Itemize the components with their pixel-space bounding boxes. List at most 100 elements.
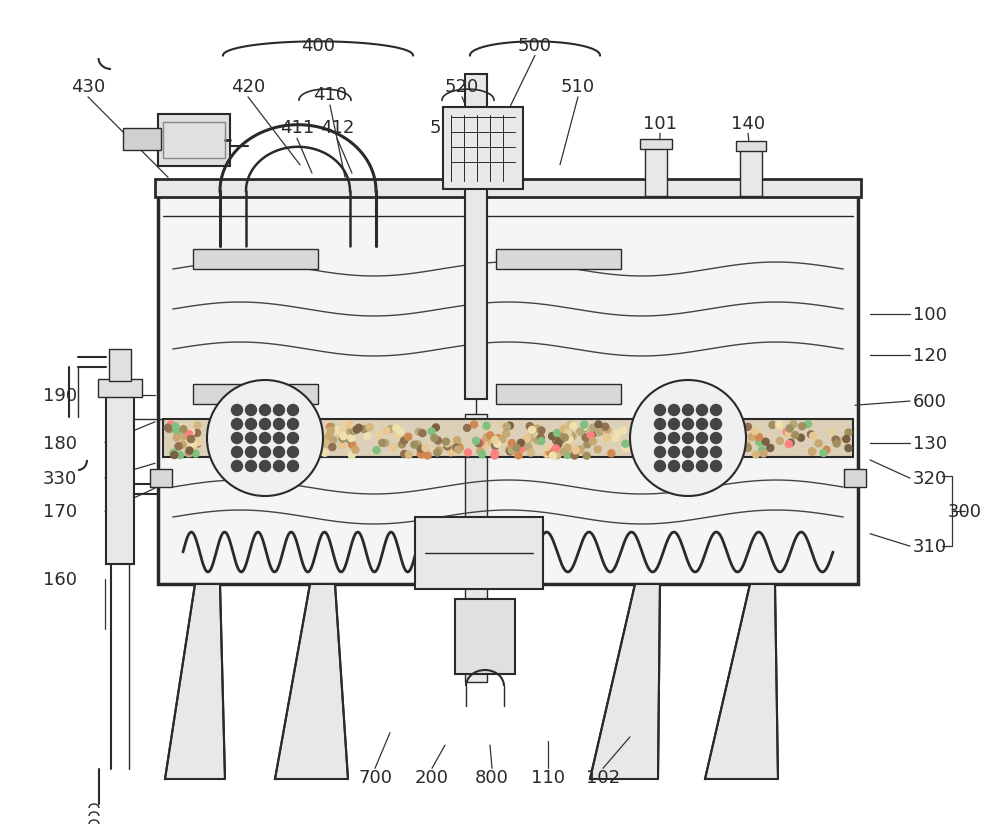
Circle shape xyxy=(571,450,578,457)
Bar xyxy=(640,140,672,150)
Circle shape xyxy=(659,452,666,460)
Circle shape xyxy=(695,426,702,432)
Circle shape xyxy=(751,428,758,435)
Circle shape xyxy=(564,431,571,437)
Circle shape xyxy=(503,431,510,438)
Circle shape xyxy=(329,444,336,451)
Circle shape xyxy=(491,452,498,460)
Circle shape xyxy=(483,423,490,430)
Circle shape xyxy=(327,424,334,431)
Circle shape xyxy=(604,426,611,434)
Circle shape xyxy=(190,444,197,450)
Circle shape xyxy=(639,433,646,440)
Circle shape xyxy=(221,422,228,430)
Circle shape xyxy=(453,445,460,451)
Circle shape xyxy=(546,449,553,456)
Circle shape xyxy=(577,446,584,454)
Polygon shape xyxy=(590,585,660,779)
Circle shape xyxy=(266,437,273,445)
Circle shape xyxy=(630,381,746,497)
Circle shape xyxy=(799,423,806,431)
Circle shape xyxy=(679,440,686,448)
Circle shape xyxy=(783,429,790,436)
Text: 522: 522 xyxy=(430,119,464,137)
Bar xyxy=(496,384,621,405)
Circle shape xyxy=(569,433,576,440)
Circle shape xyxy=(417,451,424,458)
Circle shape xyxy=(602,424,609,431)
Circle shape xyxy=(568,424,575,431)
Circle shape xyxy=(274,461,285,472)
Circle shape xyxy=(508,440,515,447)
Circle shape xyxy=(443,439,450,445)
Circle shape xyxy=(710,419,722,430)
Circle shape xyxy=(435,447,442,454)
Circle shape xyxy=(710,405,722,416)
Circle shape xyxy=(173,428,180,436)
Circle shape xyxy=(759,446,766,454)
Circle shape xyxy=(424,452,431,460)
Circle shape xyxy=(232,405,243,416)
Text: 420: 420 xyxy=(231,78,265,96)
Bar xyxy=(455,599,515,674)
Circle shape xyxy=(216,452,223,460)
Circle shape xyxy=(552,445,559,452)
Circle shape xyxy=(810,433,817,440)
Circle shape xyxy=(488,439,495,446)
Circle shape xyxy=(682,419,694,430)
Bar xyxy=(158,195,858,585)
Circle shape xyxy=(346,421,353,429)
Circle shape xyxy=(239,436,246,444)
Circle shape xyxy=(173,435,180,441)
Circle shape xyxy=(635,422,642,429)
Circle shape xyxy=(361,426,368,433)
Circle shape xyxy=(790,421,797,428)
Circle shape xyxy=(619,427,626,435)
Circle shape xyxy=(567,443,574,450)
Circle shape xyxy=(382,440,389,447)
Circle shape xyxy=(383,428,390,435)
Circle shape xyxy=(257,432,264,439)
Circle shape xyxy=(373,447,380,454)
Circle shape xyxy=(724,441,731,448)
Circle shape xyxy=(379,440,386,447)
Circle shape xyxy=(506,446,513,454)
Circle shape xyxy=(186,450,193,457)
Circle shape xyxy=(649,447,656,454)
Circle shape xyxy=(227,440,234,446)
Circle shape xyxy=(455,443,462,450)
Circle shape xyxy=(494,440,501,448)
Bar xyxy=(465,75,487,400)
Bar xyxy=(163,123,225,159)
Circle shape xyxy=(352,427,359,434)
Circle shape xyxy=(422,445,429,452)
Circle shape xyxy=(682,447,694,458)
Circle shape xyxy=(431,435,438,442)
Circle shape xyxy=(249,438,256,445)
Circle shape xyxy=(207,381,323,497)
Circle shape xyxy=(186,431,193,438)
Text: 180: 180 xyxy=(43,434,77,452)
Circle shape xyxy=(180,425,187,431)
Circle shape xyxy=(832,436,839,444)
Circle shape xyxy=(845,445,852,452)
Circle shape xyxy=(590,431,597,437)
Text: 160: 160 xyxy=(43,570,77,589)
Circle shape xyxy=(690,421,697,428)
Circle shape xyxy=(485,425,492,432)
Circle shape xyxy=(507,449,514,455)
Circle shape xyxy=(348,435,355,442)
Circle shape xyxy=(181,433,188,440)
Circle shape xyxy=(645,452,652,459)
Circle shape xyxy=(712,421,719,428)
Circle shape xyxy=(264,434,271,441)
Bar xyxy=(645,145,667,197)
Circle shape xyxy=(587,432,594,439)
Circle shape xyxy=(303,433,310,440)
Circle shape xyxy=(571,453,578,460)
Circle shape xyxy=(737,450,744,457)
Circle shape xyxy=(257,441,264,449)
Circle shape xyxy=(411,441,418,449)
Circle shape xyxy=(464,425,471,432)
Circle shape xyxy=(248,445,255,451)
